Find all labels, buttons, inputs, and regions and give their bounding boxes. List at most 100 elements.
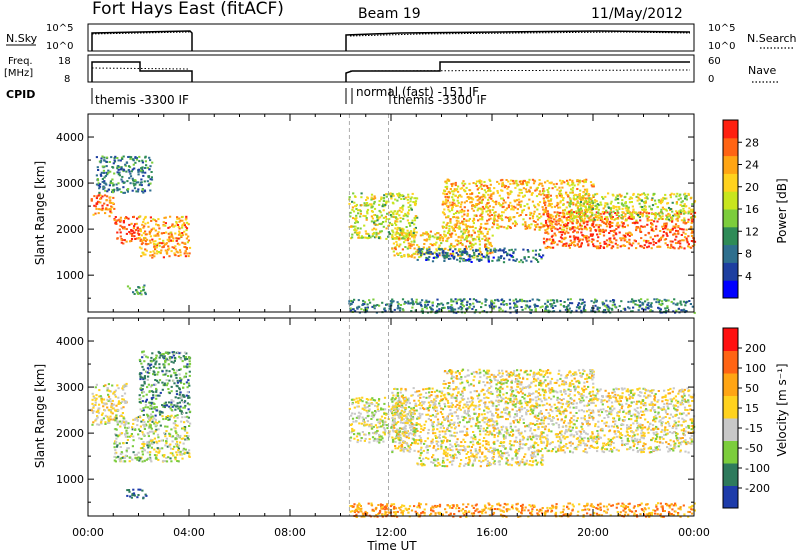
data-cell <box>138 233 141 236</box>
data-cell <box>104 212 107 215</box>
data-cell <box>188 362 192 365</box>
data-cell <box>478 247 481 250</box>
data-cell <box>406 211 410 214</box>
data-cell <box>501 309 504 312</box>
data-cell <box>494 249 497 252</box>
data-cell <box>589 181 593 184</box>
data-cell <box>124 217 127 220</box>
data-cell <box>587 236 590 239</box>
data-cell <box>116 167 119 170</box>
data-cell <box>100 171 103 174</box>
data-cell <box>159 424 162 427</box>
data-cell <box>93 195 96 198</box>
data-cell <box>459 250 462 253</box>
data-cell <box>184 356 188 358</box>
data-cell <box>373 202 376 205</box>
data-cell <box>494 211 497 214</box>
data-cell <box>476 188 479 191</box>
data-cell <box>671 210 674 213</box>
data-cell <box>111 407 114 410</box>
data-cell <box>485 254 488 257</box>
data-cell <box>520 191 523 194</box>
data-cell <box>490 214 493 216</box>
data-cell <box>534 305 537 308</box>
data-cell <box>689 197 692 200</box>
data-cell <box>579 216 582 219</box>
data-cell <box>679 209 682 212</box>
data-cell <box>112 196 115 199</box>
data-cell <box>605 299 608 302</box>
data-cell <box>141 453 144 456</box>
data-cell <box>626 240 629 243</box>
data-cell <box>395 236 398 239</box>
data-cell <box>141 388 144 391</box>
data-cell <box>604 218 607 220</box>
data-cell <box>580 303 583 305</box>
data-cell <box>608 240 611 243</box>
data-cell <box>152 396 155 399</box>
data-cell <box>91 402 94 405</box>
data-cell <box>588 198 591 201</box>
data-cell <box>150 430 153 433</box>
data-cell <box>449 218 452 221</box>
data-cell <box>589 229 592 232</box>
data-cell <box>125 170 128 173</box>
data-cell <box>128 287 131 290</box>
data-cell <box>545 306 548 308</box>
data-cell <box>536 298 539 301</box>
data-cell <box>413 228 416 231</box>
data-cell <box>429 243 432 245</box>
data-cell <box>142 218 145 221</box>
data-cell <box>446 199 449 202</box>
data-cell <box>133 223 137 226</box>
data-cell <box>683 247 686 250</box>
data-cell <box>470 201 473 204</box>
data-cell <box>185 233 188 236</box>
data-cell <box>410 243 413 246</box>
data-cell <box>496 226 499 229</box>
data-cell <box>559 218 562 221</box>
data-cell <box>445 182 448 185</box>
data-cell <box>107 422 110 424</box>
data-cell <box>403 399 406 402</box>
data-cell <box>586 190 589 193</box>
data-cell <box>178 355 181 358</box>
data-cell <box>360 236 364 239</box>
data-cell <box>117 182 120 185</box>
data-cell <box>538 182 541 185</box>
data-cell <box>450 310 453 313</box>
data-cell <box>499 307 502 310</box>
data-cell <box>576 243 579 246</box>
data-cell <box>594 193 597 196</box>
data-cell <box>687 245 690 248</box>
data-cell <box>570 216 573 219</box>
data-cell <box>393 237 396 240</box>
data-cell <box>365 309 369 312</box>
data-cell <box>672 233 675 236</box>
data-cell <box>454 212 458 214</box>
data-cell <box>127 426 130 429</box>
data-cell <box>567 298 570 301</box>
data-cell <box>527 225 530 228</box>
data-cell <box>186 386 189 389</box>
data-cell <box>623 237 626 240</box>
data-cell <box>579 219 582 222</box>
data-cell <box>146 356 149 359</box>
data-cell <box>156 232 159 235</box>
data-cell <box>155 450 158 453</box>
data-cell <box>175 239 178 242</box>
data-cell <box>115 434 118 437</box>
data-cell <box>648 212 651 215</box>
data-cell <box>172 422 175 425</box>
data-cell <box>650 247 653 250</box>
data-cell <box>184 404 187 407</box>
data-cell <box>666 305 669 308</box>
data-cell <box>136 237 140 240</box>
data-cell <box>103 180 106 183</box>
data-cell <box>569 298 572 301</box>
data-cell <box>665 231 668 234</box>
data-cell <box>144 240 147 242</box>
data-cell <box>179 405 182 408</box>
data-cell <box>146 364 149 367</box>
data-cell <box>402 228 405 231</box>
